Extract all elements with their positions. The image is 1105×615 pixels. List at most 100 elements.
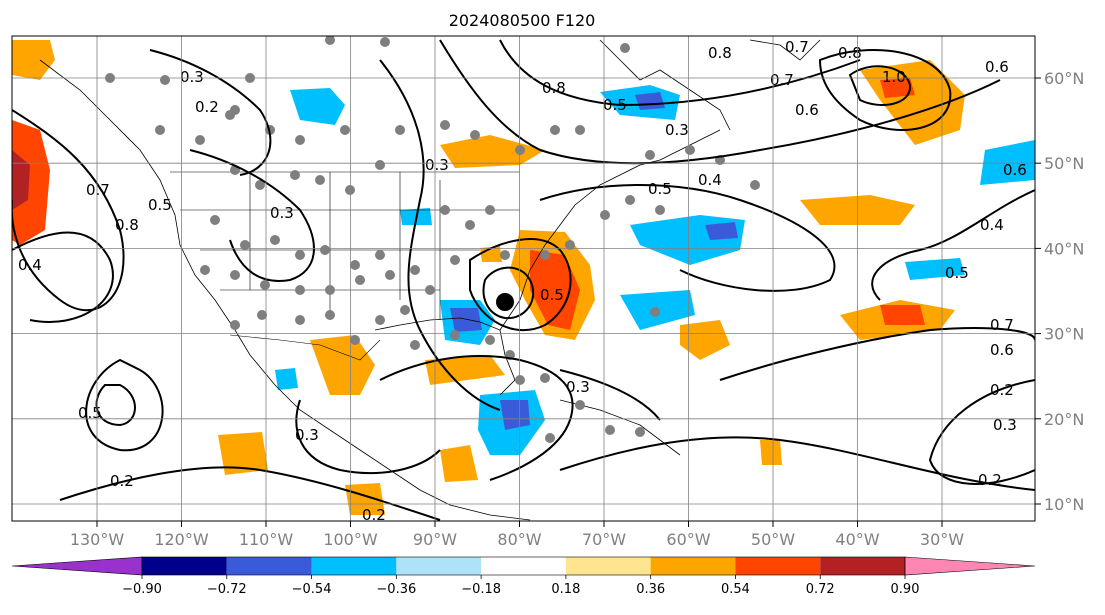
- coastline-gulf: [374, 317, 516, 396]
- coastlines: [39, 39, 821, 521]
- shade-patch: [880, 305, 925, 325]
- contour-label: 0.4: [18, 256, 42, 274]
- lat-label: 60°N: [1044, 69, 1084, 88]
- contour-line: [12, 231, 114, 323]
- station-dot: [575, 125, 585, 135]
- lon-label: 40°W: [835, 530, 879, 549]
- contour-line: [379, 355, 574, 481]
- contour-line: [928, 379, 1035, 485]
- station-dot: [295, 285, 305, 295]
- station-dot: [450, 255, 460, 265]
- contour-label: 0.2: [990, 381, 1014, 399]
- contour-line: [295, 399, 441, 475]
- colorbar-segment: [650, 557, 736, 575]
- colorbar-segment: [396, 557, 482, 575]
- lat-label: 10°N: [1044, 495, 1084, 514]
- shade-patch: [440, 135, 545, 168]
- lon-label: 130°W: [70, 530, 125, 549]
- station-dot: [315, 175, 325, 185]
- shade-patch: [12, 40, 55, 80]
- lon-label: 120°W: [154, 530, 209, 549]
- contour-label: 0.4: [698, 171, 722, 189]
- station-dot: [195, 135, 205, 145]
- station-dot: [350, 260, 360, 270]
- lon-label: 50°W: [751, 530, 795, 549]
- contour-line: [871, 189, 1035, 301]
- station-dot: [325, 310, 335, 320]
- contour-label: 0.5: [945, 264, 969, 282]
- contour-lines: [12, 39, 1035, 521]
- shade-patch: [500, 400, 530, 430]
- coastline-labrador: [599, 39, 731, 131]
- shade-patch: [218, 432, 268, 475]
- shade-patch: [760, 440, 782, 465]
- contour-line: [539, 184, 836, 292]
- colorbar-tick-label: 0.72: [806, 582, 835, 597]
- lon-label: 80°W: [497, 530, 541, 549]
- shade-patch: [530, 250, 580, 330]
- colorbar-segment: [565, 557, 651, 575]
- map-panel: 0.3 0.2 0.8 0.7 0.8 1.0 0.6 0.7 0.6 0.8 …: [11, 35, 1036, 524]
- station-dot: [230, 270, 240, 280]
- station-dot: [485, 205, 495, 215]
- station-dot: [650, 307, 660, 317]
- contour-line: [482, 266, 535, 320]
- colorbar-tick-label: −0.36: [376, 582, 416, 597]
- station-dot: [440, 120, 450, 130]
- contour-label: 0.7: [990, 316, 1014, 334]
- contour-label: 0.5: [648, 180, 672, 198]
- station-dot: [450, 330, 460, 340]
- contour-line: [469, 238, 572, 331]
- contour-label: 0.2: [362, 506, 386, 524]
- station-dot: [685, 145, 695, 155]
- station-dot: [345, 185, 355, 195]
- colorbar-segment: [226, 557, 312, 575]
- station-markers: [105, 36, 760, 443]
- station-dot: [375, 160, 385, 170]
- colorbar-segment: [820, 557, 905, 575]
- shade-patch: [290, 88, 345, 125]
- contour-line: [818, 49, 952, 131]
- station-dot: [515, 145, 525, 155]
- contour-label: 0.5: [603, 96, 627, 114]
- lat-label: 20°N: [1044, 410, 1084, 429]
- contour-label: 0.3: [180, 68, 204, 86]
- shade-patch: [635, 92, 665, 110]
- station-dot: [325, 36, 335, 45]
- coastline-east: [499, 129, 721, 331]
- station-dot: [575, 400, 585, 410]
- coastline-west: [39, 59, 531, 521]
- station-dot: [465, 220, 475, 230]
- contour-label: 0.6: [795, 101, 819, 119]
- contour-label: 0.2: [110, 472, 134, 490]
- station-dot: [270, 235, 280, 245]
- station-dot: [655, 205, 665, 215]
- station-dot: [395, 125, 405, 135]
- contour-line: [189, 149, 315, 282]
- lon-label: 90°W: [413, 530, 457, 549]
- lon-label: 100°W: [323, 530, 378, 549]
- shaded-field: [12, 40, 1035, 515]
- station-dot: [225, 110, 235, 120]
- contour-line: [379, 59, 501, 411]
- station-dot: [355, 275, 365, 285]
- contour-line: [439, 39, 1001, 165]
- colorbar-tick-label: −0.90: [122, 582, 162, 597]
- contour-label: 0.3: [665, 121, 689, 139]
- shade-patch: [705, 222, 738, 240]
- station-dot: [515, 375, 525, 385]
- contour-line: [559, 369, 661, 421]
- contour-label: 0.6: [990, 341, 1014, 359]
- shade-patch: [12, 120, 50, 245]
- station-dot: [375, 250, 385, 260]
- station-dot: [550, 125, 560, 135]
- lon-label: 60°W: [666, 530, 710, 549]
- station-dot: [295, 250, 305, 260]
- coastline-caribbean: [559, 399, 681, 456]
- station-dot: [635, 427, 645, 437]
- station-dot: [320, 245, 330, 255]
- map-frame: [11, 35, 1036, 522]
- colorbar-extend-low: [11, 556, 143, 576]
- station-dot: [160, 75, 170, 85]
